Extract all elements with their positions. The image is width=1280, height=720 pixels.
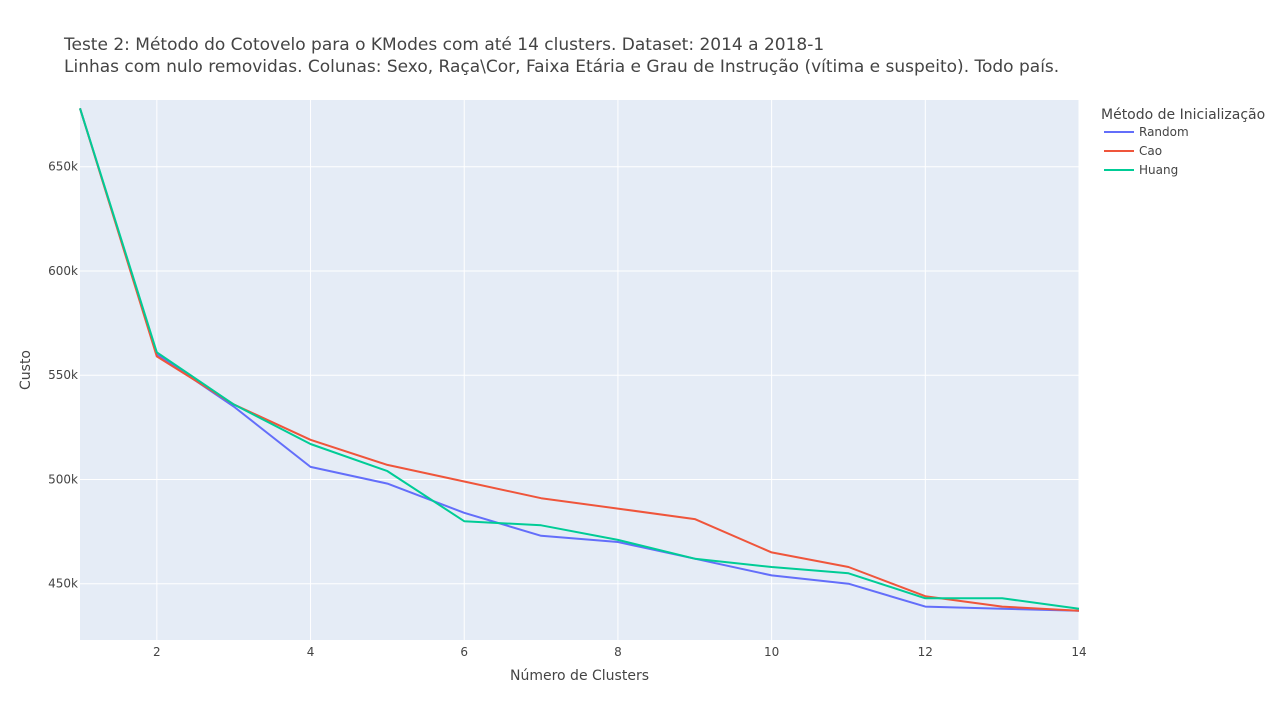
y-tick-label: 600k bbox=[48, 264, 78, 278]
plot-area bbox=[80, 100, 1079, 640]
x-tick-label: 10 bbox=[764, 645, 779, 659]
legend-item-huang[interactable]: Huang bbox=[1104, 163, 1178, 177]
grid-lines bbox=[80, 100, 1080, 640]
x-axis-ticks: 2 4 6 8 10 12 14 bbox=[153, 645, 1087, 659]
y-tick-label: 650k bbox=[48, 160, 78, 174]
y-tick-label: 550k bbox=[48, 368, 78, 382]
series-line-random bbox=[79, 108, 1080, 612]
legend-item-cao[interactable]: Cao bbox=[1104, 144, 1162, 158]
x-tick-label: 4 bbox=[307, 645, 315, 659]
x-tick-label: 14 bbox=[1071, 645, 1086, 659]
legend-label: Random bbox=[1139, 125, 1189, 139]
x-tick-label: 2 bbox=[153, 645, 161, 659]
legend-item-random[interactable]: Random bbox=[1104, 125, 1189, 139]
y-axis-ticks: 450k 500k 550k 600k 650k bbox=[48, 160, 78, 591]
series-line-huang bbox=[79, 107, 1080, 610]
legend-title: Método de Inicialização bbox=[1101, 107, 1265, 123]
chart-title: Teste 2: Método do Cotovelo para o KMode… bbox=[64, 35, 825, 55]
x-tick-label: 8 bbox=[614, 645, 622, 659]
series-lines bbox=[79, 107, 1080, 612]
x-axis-title: Número de Clusters bbox=[510, 668, 649, 684]
chart-subtitle: Linhas com nulo removidas. Colunas: Sexo… bbox=[64, 57, 1060, 77]
y-tick-label: 500k bbox=[48, 472, 78, 486]
legend-label: Huang bbox=[1139, 163, 1178, 177]
legend[interactable]: Método de Inicialização Random Cao Huang bbox=[1101, 107, 1265, 177]
y-tick-label: 450k bbox=[48, 577, 78, 591]
y-axis-title: Custo bbox=[18, 350, 34, 390]
chart-title-block: Teste 2: Método do Cotovelo para o KMode… bbox=[64, 34, 1059, 78]
x-tick-label: 12 bbox=[918, 645, 933, 659]
legend-label: Cao bbox=[1139, 144, 1162, 158]
x-tick-label: 6 bbox=[460, 645, 468, 659]
